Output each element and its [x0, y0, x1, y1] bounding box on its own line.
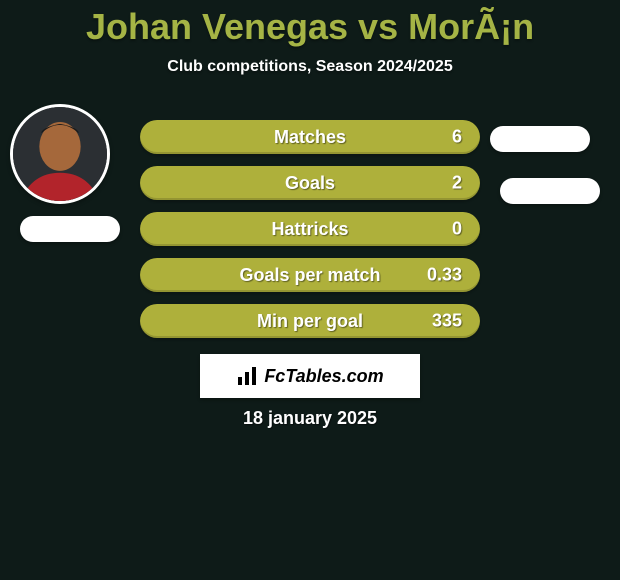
- stat-label: Goals: [285, 173, 335, 194]
- player-right-capsule-1: [490, 126, 590, 152]
- stat-label: Min per goal: [257, 311, 363, 332]
- player-right-capsule-2: [500, 178, 600, 204]
- stat-value: 0: [452, 219, 462, 240]
- stat-row: Goals 2: [140, 166, 480, 200]
- statbars: Matches 6 Goals 2 Hattricks 0 Goals per match 0…: [140, 120, 480, 350]
- stat-row: Goals per match 0.33: [140, 258, 480, 292]
- subtitle: Club competitions, Season 2024/2025: [0, 58, 620, 76]
- player-avatar-left: [10, 104, 110, 204]
- stat-row: Matches 6: [140, 120, 480, 154]
- stat-label: Goals per match: [239, 265, 380, 286]
- stat-value: 335: [432, 311, 462, 332]
- stat-row: Hattricks 0: [140, 212, 480, 246]
- avatar-graphic: [13, 104, 107, 204]
- site-logo-text: FcTables.com: [264, 366, 383, 387]
- stat-row: Min per goal 335: [140, 304, 480, 338]
- date-label: 18 january 2025: [0, 408, 620, 429]
- stat-value: 2: [452, 173, 462, 194]
- page-title: Johan Venegas vs MorÃ¡n: [0, 0, 620, 48]
- stat-value: 6: [452, 127, 462, 148]
- stat-label: Matches: [274, 127, 346, 148]
- bars-icon: [236, 365, 258, 387]
- player-left-capsule: [20, 216, 120, 242]
- stat-label: Hattricks: [271, 219, 348, 240]
- stat-value: 0.33: [427, 265, 462, 286]
- site-logo: FcTables.com: [200, 354, 420, 398]
- canvas: Johan Venegas vs MorÃ¡n Club competition…: [0, 0, 620, 580]
